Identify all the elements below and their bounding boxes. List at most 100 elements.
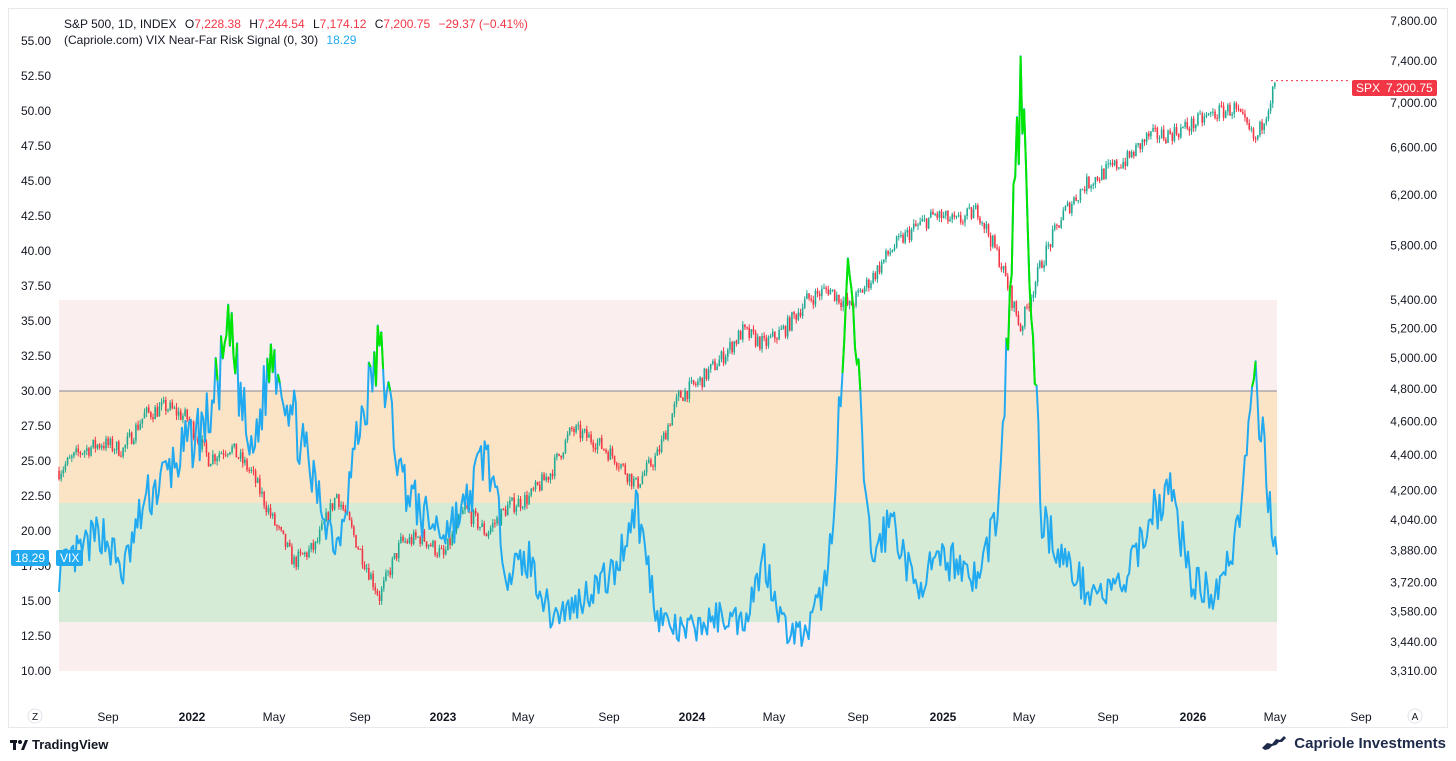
spx-candle [477,513,479,529]
spx-candle [479,526,481,529]
spx-candle [791,312,793,331]
spx-candle [962,222,964,224]
vix-signal-segment [214,357,219,381]
spx-candle [519,498,522,508]
spx-candle [376,590,379,595]
spx-candle [340,504,342,507]
chart-canvas[interactable]: 55.00 52.50 50.00 47.50 45.00 42.50 40.00 37.50… [9,9,1449,729]
high-value: 7,244.54 [257,17,305,31]
spx-candle [1068,202,1071,213]
spx-candle [1171,133,1174,141]
spx-candle [972,209,975,219]
spx-candle [400,536,402,543]
spx-candle [998,248,1001,267]
spx-candle [560,455,562,458]
spx-candle [938,211,941,218]
spx-candle [94,439,97,449]
spx-candle [1011,286,1013,308]
spx-candle [438,548,441,556]
spx-candle [763,336,765,338]
spx-candle [639,483,642,488]
spx-candle [1043,264,1045,268]
spx-candle [1051,229,1054,247]
spx-candle [1235,103,1238,109]
spx-candle [316,541,319,543]
spx-candle [1263,123,1265,131]
left-axis-tick: 50.00 [21,104,51,118]
spx-candle [361,549,364,565]
spx-candle [810,298,812,301]
spx-candle [1006,276,1009,289]
spx-candle [607,452,609,460]
right-axis-tick: 7,000.00 [1390,96,1437,110]
spx-candle [893,247,896,251]
spx-candle [105,438,107,449]
left-axis-tick: 20.00 [21,524,51,538]
tradingview-brand[interactable]: TradingView [10,737,108,752]
spx-candle [1173,127,1176,141]
spx-candle [265,505,268,513]
spx-candle [1004,265,1007,277]
spx-candle [1071,204,1073,213]
spx-candle [263,491,265,506]
axis-scale-button[interactable] [27,708,43,724]
x-axis-label: 2025 [930,710,957,724]
spx-candle [538,484,541,491]
spx-candle [870,283,872,289]
spx-candle [1058,225,1060,228]
spx-candle [1218,105,1221,119]
spx-candle [801,307,804,317]
spx-candle [231,446,233,453]
zone-green [59,503,1277,622]
left-axis-tick: 42.50 [21,209,51,223]
spx-candle [412,531,415,544]
spx-candle [895,236,898,248]
spx-candle [1229,104,1231,116]
spx-candle [227,454,229,456]
spx-candle [547,476,550,480]
spx-candle [1137,143,1139,145]
spx-candle [915,223,917,226]
spx-candle [1088,176,1090,189]
spx-candle [474,510,477,514]
spx-candle [359,549,362,551]
right-axis-tick: 5,400.00 [1390,293,1437,307]
spx-candle [130,432,133,444]
spx-candle [716,366,718,370]
spx-candle [684,391,686,401]
spx-candle [485,533,488,537]
spx-name-tag: SPX [1352,80,1385,96]
spx-candle [748,327,750,338]
spx-candle [64,464,67,470]
spx-candle [1160,129,1163,139]
spx-candle [434,540,436,555]
spx-candle [1192,118,1195,129]
spx-candle [444,550,447,555]
spx-candle [624,464,627,475]
left-axis-tick: 25.00 [21,454,51,468]
spx-candle [667,425,669,440]
spx-candle [573,428,575,433]
spx-candle [825,287,827,290]
spx-candle [303,552,306,555]
spx-candle [534,482,537,490]
spx-candle [793,312,795,315]
spx-candle [863,287,866,293]
spx-candle [77,448,80,453]
spx-candle [1269,103,1272,112]
spx-candle [312,542,315,550]
spx-candle [338,494,340,507]
auto-scale-button[interactable] [1407,708,1423,724]
spx-candle [1124,161,1127,166]
spx-candle [158,406,161,417]
spx-candle [344,509,347,513]
spx-candle [1128,151,1131,158]
spx-candle [930,211,932,218]
spx-candle [1244,113,1246,118]
spx-candle [278,526,280,528]
spx-candle [286,542,289,547]
spx-candle [60,473,62,480]
spx-candle [782,326,785,329]
spx-candle [829,290,832,295]
high-label: H [249,17,258,31]
